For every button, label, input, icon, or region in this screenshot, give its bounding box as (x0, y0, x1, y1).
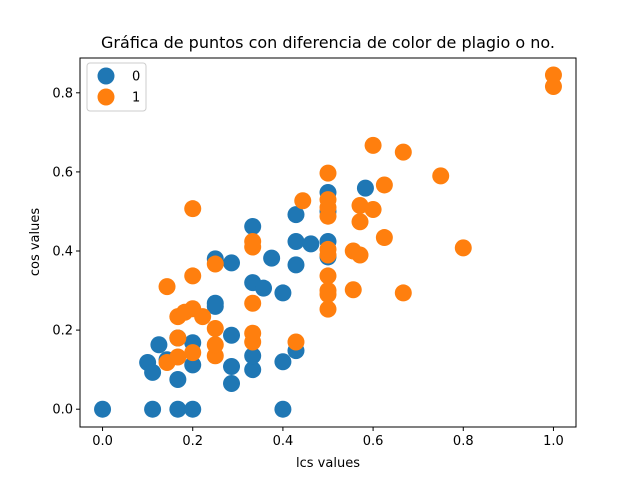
point-series-1-44 (454, 239, 472, 257)
point-series-1-39 (375, 229, 393, 247)
point-series-0-24 (255, 279, 273, 297)
point-series-0-19 (223, 254, 241, 272)
point-series-0-17 (223, 357, 241, 375)
point-series-0-14 (206, 294, 224, 312)
x-tick-label: 1.0 (543, 434, 564, 449)
point-series-1-41 (394, 284, 412, 302)
point-series-1-36 (351, 197, 369, 215)
point-series-0-23 (244, 217, 262, 235)
point-series-0-0 (94, 400, 112, 418)
x-axis: 0.0 0.2 0.4 0.6 0.8 1.0 (92, 427, 564, 449)
point-series-1-46 (544, 66, 562, 84)
point-series-0-29 (287, 256, 305, 274)
y-axis: 0.0 0.2 0.4 0.6 0.8 (52, 86, 80, 418)
point-series-1-42 (394, 143, 412, 161)
point-series-0-21 (244, 347, 262, 365)
point-series-1-24 (319, 282, 337, 300)
point-series-1-12 (206, 336, 224, 354)
legend-label-1: 1 (132, 91, 140, 106)
point-series-1-25 (319, 267, 337, 285)
point-series-1-9 (184, 200, 202, 218)
point-series-0-26 (274, 353, 292, 371)
point-series-0-18 (223, 326, 241, 344)
point-series-0-3 (184, 400, 202, 418)
point-series-1-34 (351, 246, 369, 264)
point-series-1-31 (319, 164, 337, 182)
point-series-1-17 (244, 294, 262, 312)
chart-title: Gráfica de puntos con diferencia de colo… (101, 33, 555, 52)
point-series-1-6 (184, 344, 202, 362)
point-series-1-10 (194, 308, 212, 326)
point-series-0-27 (274, 284, 292, 302)
point-series-1-30 (319, 191, 337, 209)
y-tick-label: 0.4 (52, 245, 73, 260)
x-axis-label: lcs values (296, 456, 360, 471)
point-series-0-9 (169, 371, 187, 389)
point-series-1-13 (206, 320, 224, 338)
point-series-0-7 (150, 336, 168, 354)
point-series-1-22 (319, 300, 337, 318)
y-tick-label: 0.0 (52, 403, 73, 418)
point-series-0-4 (274, 400, 292, 418)
y-tick-label: 0.2 (52, 324, 73, 339)
point-series-1-14 (206, 255, 224, 273)
point-series-1-43 (432, 167, 450, 185)
point-series-0-20 (244, 361, 262, 379)
point-series-0-30 (287, 233, 305, 251)
x-tick-label: 0.6 (363, 434, 384, 449)
point-series-1-16 (244, 324, 262, 342)
plot-frame (79, 57, 577, 428)
point-series-0-37 (356, 179, 374, 197)
y-tick-label: 0.6 (52, 165, 73, 180)
point-series-1-35 (351, 213, 369, 231)
legend: 01 (86, 62, 147, 112)
point-series-1-19 (244, 233, 262, 251)
point-series-1-2 (169, 348, 187, 366)
point-series-0-25 (263, 249, 281, 267)
point-series-0-6 (144, 363, 162, 381)
point-series-1-37 (364, 200, 382, 218)
data-points (94, 66, 562, 418)
x-tick-label: 0.0 (92, 434, 113, 449)
legend-label-0: 0 (132, 70, 140, 85)
point-series-0-31 (287, 206, 305, 224)
point-series-1-40 (375, 176, 393, 194)
point-series-1-32 (344, 281, 362, 299)
point-series-0-10 (184, 356, 202, 374)
point-series-1-21 (294, 192, 312, 210)
point-series-1-3 (169, 329, 187, 347)
x-tick-label: 0.8 (453, 434, 474, 449)
point-series-1-0 (158, 278, 176, 296)
y-tick-label: 0.8 (52, 86, 73, 101)
point-series-0-2 (169, 400, 187, 418)
point-series-1-27 (319, 240, 337, 258)
point-series-1-20 (287, 333, 305, 351)
point-series-0-32 (302, 235, 320, 253)
legend-marker-1 (97, 88, 115, 106)
y-axis-label: cos values (28, 208, 43, 277)
point-series-0-1 (144, 400, 162, 418)
legend-marker-0 (97, 67, 115, 85)
x-tick-label: 0.2 (182, 434, 203, 449)
point-series-0-16 (223, 375, 241, 392)
point-series-1-8 (184, 267, 202, 285)
x-tick-label: 0.4 (273, 434, 294, 449)
point-series-1-38 (364, 136, 382, 154)
